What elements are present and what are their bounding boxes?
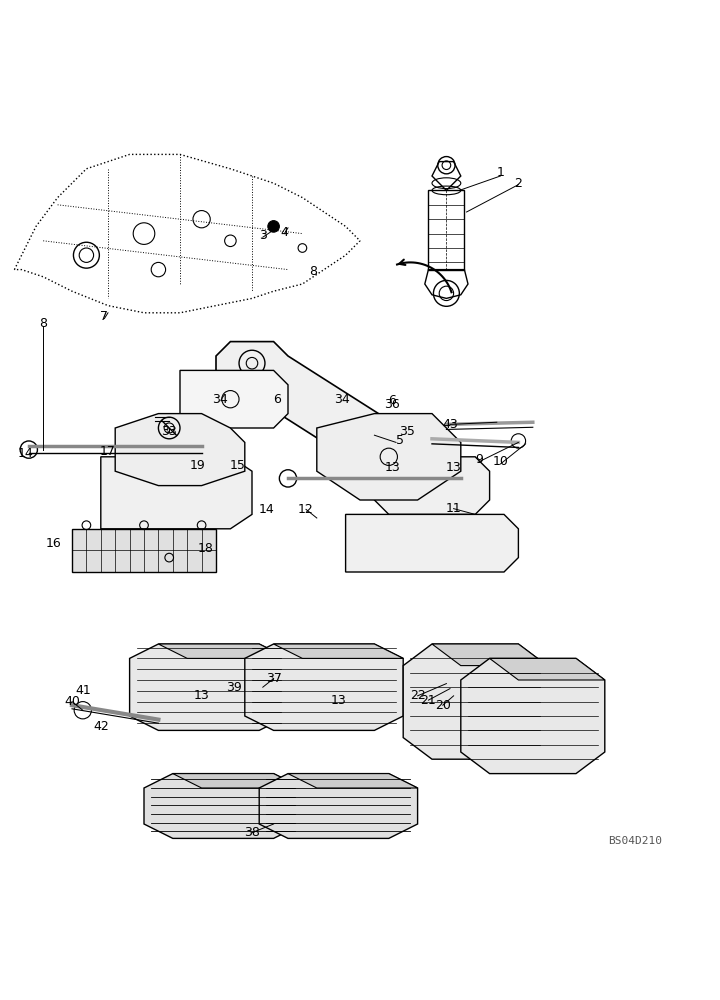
Polygon shape [288, 774, 418, 788]
Text: 41: 41 [75, 684, 91, 697]
Polygon shape [245, 644, 403, 730]
Text: 6: 6 [274, 393, 281, 406]
Text: 38: 38 [244, 826, 260, 839]
Text: 11: 11 [446, 502, 462, 515]
Text: 17: 17 [100, 445, 116, 458]
Text: 2: 2 [515, 177, 522, 190]
Text: 3: 3 [259, 229, 266, 242]
Polygon shape [432, 644, 547, 666]
Text: 35: 35 [399, 425, 415, 438]
Polygon shape [72, 529, 216, 572]
Text: 37: 37 [266, 672, 282, 685]
Text: 12: 12 [298, 503, 314, 516]
Text: 33: 33 [161, 425, 177, 438]
Text: 22: 22 [410, 689, 426, 702]
Text: 6: 6 [389, 394, 396, 407]
Text: 13: 13 [384, 461, 400, 474]
Polygon shape [101, 457, 252, 529]
Text: 42: 42 [93, 720, 109, 733]
Text: 15: 15 [230, 459, 246, 472]
Polygon shape [180, 370, 288, 428]
Circle shape [268, 221, 279, 232]
Polygon shape [274, 644, 403, 658]
Polygon shape [461, 658, 605, 774]
Text: 5: 5 [395, 434, 404, 447]
Polygon shape [115, 414, 245, 486]
Text: 43: 43 [442, 418, 458, 431]
Text: 36: 36 [384, 398, 400, 411]
Polygon shape [490, 658, 605, 680]
Text: 14: 14 [17, 447, 33, 460]
Polygon shape [403, 644, 547, 759]
Polygon shape [158, 644, 288, 658]
Polygon shape [346, 514, 518, 572]
Text: 13: 13 [446, 461, 462, 474]
Text: 7: 7 [100, 310, 109, 323]
Text: 4: 4 [281, 226, 288, 239]
Text: 10: 10 [492, 455, 508, 468]
Text: 8: 8 [39, 317, 48, 330]
Polygon shape [173, 774, 302, 788]
Text: 18: 18 [197, 542, 213, 555]
Text: 20: 20 [435, 699, 451, 712]
Polygon shape [216, 342, 461, 493]
Polygon shape [144, 774, 302, 838]
Text: 34: 34 [334, 393, 350, 406]
Text: 21: 21 [420, 694, 436, 707]
Text: 9: 9 [475, 453, 482, 466]
Text: 39: 39 [226, 681, 242, 694]
Text: BS04D210: BS04D210 [608, 836, 662, 846]
Polygon shape [259, 774, 418, 838]
Text: 1: 1 [497, 166, 504, 179]
Text: 13: 13 [330, 694, 346, 707]
Text: 40: 40 [64, 695, 80, 708]
Text: 8: 8 [309, 265, 318, 278]
Text: 16: 16 [46, 537, 62, 550]
Text: 14: 14 [258, 503, 274, 516]
Text: 13: 13 [194, 689, 210, 702]
Polygon shape [374, 457, 490, 514]
Text: 34: 34 [212, 393, 228, 406]
Text: 19: 19 [190, 459, 206, 472]
Polygon shape [130, 644, 288, 730]
Polygon shape [317, 414, 461, 500]
